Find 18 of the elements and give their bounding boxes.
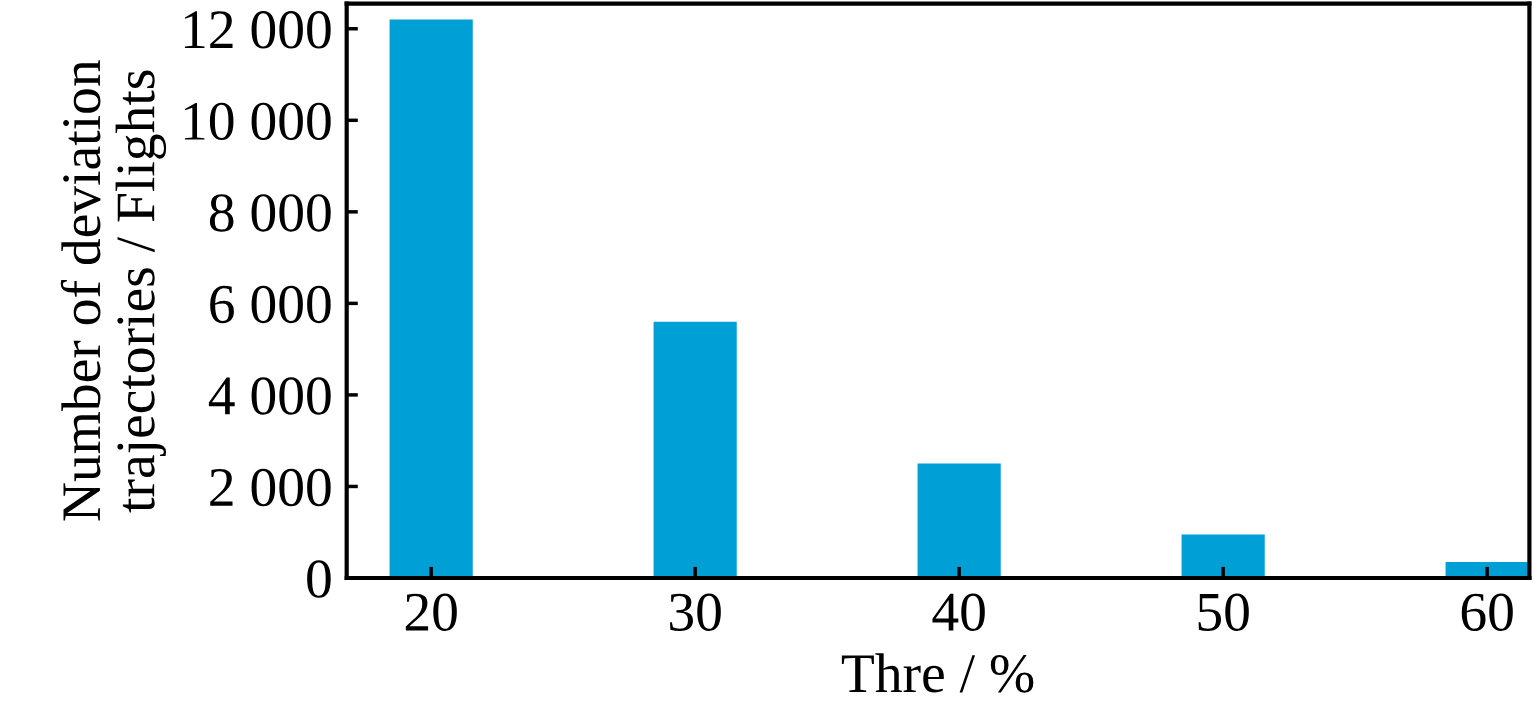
bar (389, 19, 473, 578)
y-tick-label: 6 000 (210, 285, 331, 324)
bar (1181, 534, 1265, 578)
x-tick-label: 50 (1198, 593, 1249, 631)
y-tick-label: 4 000 (208, 377, 331, 415)
x-axis-title: Thre / % (841, 653, 1034, 693)
y-tick-label: 12 000 (184, 11, 331, 49)
y-axis-title: Number of deviation trajectories / Flights (60, 60, 167, 521)
y-tick-label: 0 (307, 560, 331, 598)
x-tick-label: 40 (932, 593, 985, 631)
bar (917, 463, 1001, 578)
x-tick-label: 30 (670, 593, 721, 631)
bar (653, 321, 737, 578)
y-tick-label: 10 000 (184, 102, 331, 141)
x-tick-label: 20 (405, 593, 457, 631)
x-tick-label: 60 (1461, 593, 1513, 631)
y-tick-label: 2 000 (210, 468, 331, 507)
y-tick-label: 8 000 (209, 194, 331, 232)
